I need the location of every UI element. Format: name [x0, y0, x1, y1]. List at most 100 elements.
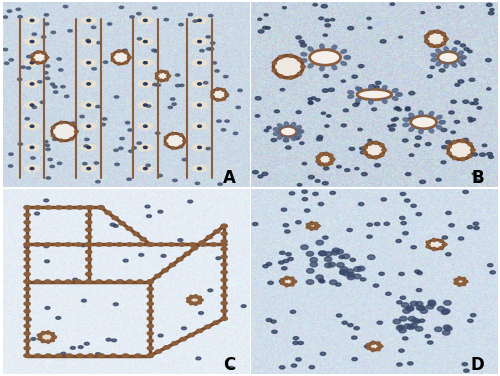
Ellipse shape — [132, 147, 136, 149]
Ellipse shape — [406, 108, 410, 111]
Ellipse shape — [82, 59, 96, 66]
Ellipse shape — [429, 112, 434, 116]
Ellipse shape — [106, 243, 112, 246]
Ellipse shape — [24, 235, 30, 239]
Ellipse shape — [296, 36, 302, 39]
Ellipse shape — [146, 105, 151, 107]
Ellipse shape — [66, 206, 72, 209]
Ellipse shape — [225, 94, 228, 96]
Ellipse shape — [308, 102, 313, 105]
Ellipse shape — [290, 192, 294, 195]
Ellipse shape — [160, 79, 162, 82]
Ellipse shape — [420, 319, 424, 322]
Ellipse shape — [82, 102, 96, 108]
Ellipse shape — [420, 309, 428, 313]
Ellipse shape — [310, 227, 314, 230]
Ellipse shape — [170, 98, 175, 100]
Ellipse shape — [56, 317, 60, 319]
Ellipse shape — [444, 300, 451, 305]
Ellipse shape — [332, 248, 340, 253]
Ellipse shape — [470, 314, 476, 317]
Circle shape — [156, 71, 168, 80]
Ellipse shape — [42, 340, 45, 343]
Ellipse shape — [30, 157, 35, 159]
Ellipse shape — [399, 349, 404, 352]
Ellipse shape — [390, 3, 394, 5]
Ellipse shape — [118, 280, 124, 283]
Ellipse shape — [224, 76, 228, 78]
Ellipse shape — [389, 128, 394, 131]
Ellipse shape — [156, 84, 160, 86]
Ellipse shape — [44, 71, 48, 74]
Ellipse shape — [416, 302, 423, 306]
Ellipse shape — [24, 317, 30, 320]
Ellipse shape — [4, 62, 9, 64]
Ellipse shape — [434, 327, 442, 332]
Ellipse shape — [444, 38, 448, 40]
Ellipse shape — [211, 96, 214, 98]
Ellipse shape — [404, 324, 411, 329]
Ellipse shape — [96, 243, 102, 246]
Ellipse shape — [156, 132, 160, 134]
Ellipse shape — [24, 81, 40, 87]
Ellipse shape — [192, 247, 198, 250]
Ellipse shape — [436, 178, 441, 181]
Ellipse shape — [188, 296, 200, 304]
Ellipse shape — [147, 354, 154, 357]
Ellipse shape — [320, 280, 325, 283]
Ellipse shape — [52, 86, 57, 88]
Ellipse shape — [74, 130, 78, 132]
Ellipse shape — [138, 38, 152, 45]
Circle shape — [165, 133, 184, 148]
Ellipse shape — [87, 19, 90, 21]
Ellipse shape — [462, 277, 466, 280]
Ellipse shape — [472, 153, 478, 156]
Ellipse shape — [325, 152, 328, 156]
Ellipse shape — [80, 115, 84, 118]
Ellipse shape — [290, 283, 294, 286]
Ellipse shape — [468, 143, 472, 146]
Ellipse shape — [428, 240, 444, 249]
Ellipse shape — [399, 272, 404, 276]
Ellipse shape — [139, 253, 143, 256]
Text: D: D — [471, 356, 484, 374]
Ellipse shape — [192, 123, 207, 129]
Ellipse shape — [26, 55, 31, 58]
Ellipse shape — [306, 252, 314, 256]
Ellipse shape — [44, 243, 51, 246]
Ellipse shape — [318, 251, 326, 256]
Ellipse shape — [24, 59, 40, 66]
Ellipse shape — [147, 280, 154, 283]
Ellipse shape — [92, 68, 96, 70]
Ellipse shape — [360, 147, 364, 150]
Ellipse shape — [298, 341, 304, 344]
Ellipse shape — [356, 102, 360, 105]
Ellipse shape — [313, 3, 318, 6]
Ellipse shape — [464, 280, 468, 283]
Ellipse shape — [30, 19, 34, 21]
Ellipse shape — [34, 243, 40, 246]
Ellipse shape — [176, 258, 183, 261]
Ellipse shape — [325, 19, 330, 21]
Ellipse shape — [328, 88, 334, 91]
Ellipse shape — [86, 39, 90, 42]
Ellipse shape — [354, 274, 361, 279]
Ellipse shape — [377, 321, 382, 324]
Ellipse shape — [401, 221, 406, 225]
Ellipse shape — [176, 85, 180, 87]
Ellipse shape — [180, 84, 184, 86]
Ellipse shape — [221, 278, 227, 282]
Ellipse shape — [82, 38, 96, 45]
Ellipse shape — [74, 130, 78, 132]
Ellipse shape — [92, 26, 96, 29]
Ellipse shape — [51, 126, 54, 129]
Ellipse shape — [156, 73, 159, 75]
Ellipse shape — [463, 190, 468, 194]
Ellipse shape — [322, 182, 328, 185]
Ellipse shape — [46, 77, 50, 79]
Ellipse shape — [24, 295, 30, 298]
Ellipse shape — [86, 221, 92, 224]
Ellipse shape — [24, 123, 40, 129]
Ellipse shape — [190, 295, 194, 299]
Ellipse shape — [360, 278, 366, 281]
